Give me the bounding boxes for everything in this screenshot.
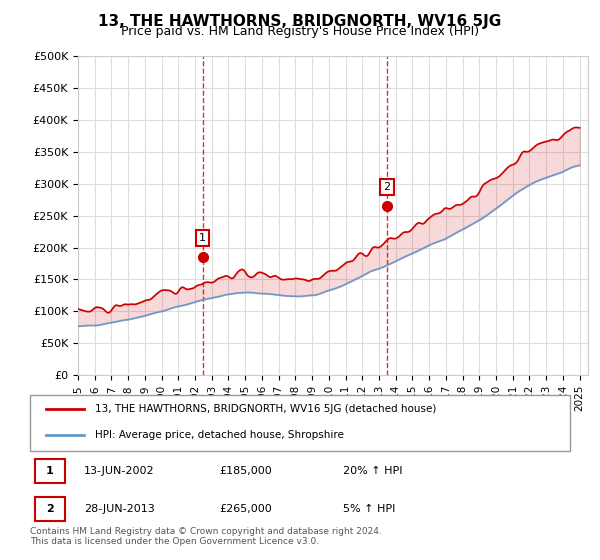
FancyBboxPatch shape bbox=[35, 459, 65, 483]
Text: HPI: Average price, detached house, Shropshire: HPI: Average price, detached house, Shro… bbox=[95, 430, 344, 440]
Text: 13, THE HAWTHORNS, BRIDGNORTH, WV16 5JG (detached house): 13, THE HAWTHORNS, BRIDGNORTH, WV16 5JG … bbox=[95, 404, 436, 414]
Text: Contains HM Land Registry data © Crown copyright and database right 2024.
This d: Contains HM Land Registry data © Crown c… bbox=[30, 526, 382, 546]
Text: £265,000: £265,000 bbox=[219, 504, 272, 514]
Text: 2: 2 bbox=[383, 182, 391, 192]
Text: 1: 1 bbox=[46, 466, 54, 476]
FancyBboxPatch shape bbox=[35, 497, 65, 521]
Text: 1: 1 bbox=[199, 233, 206, 243]
Text: 28-JUN-2013: 28-JUN-2013 bbox=[84, 504, 155, 514]
Text: 13, THE HAWTHORNS, BRIDGNORTH, WV16 5JG: 13, THE HAWTHORNS, BRIDGNORTH, WV16 5JG bbox=[98, 14, 502, 29]
Text: 2: 2 bbox=[46, 504, 54, 514]
Text: 5% ↑ HPI: 5% ↑ HPI bbox=[343, 504, 395, 514]
Text: £185,000: £185,000 bbox=[219, 466, 272, 476]
Text: 13-JUN-2002: 13-JUN-2002 bbox=[84, 466, 155, 476]
Text: Price paid vs. HM Land Registry's House Price Index (HPI): Price paid vs. HM Land Registry's House … bbox=[121, 25, 479, 38]
FancyBboxPatch shape bbox=[30, 395, 570, 451]
Text: 20% ↑ HPI: 20% ↑ HPI bbox=[343, 466, 403, 476]
